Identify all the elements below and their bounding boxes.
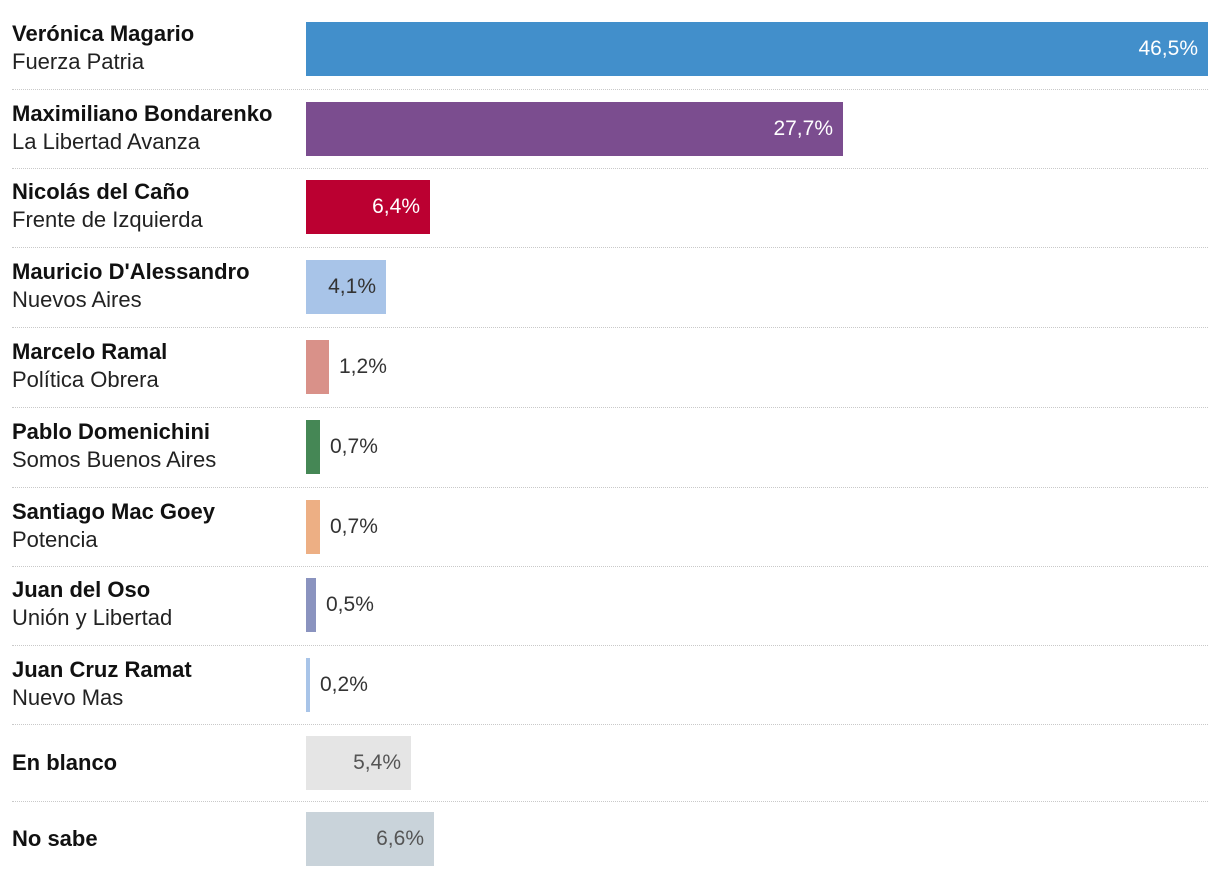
- bar: [306, 102, 843, 156]
- party-name: Fuerza Patria: [12, 49, 145, 74]
- value-label: 1,2%: [339, 355, 387, 378]
- party-name: Unión y Libertad: [12, 605, 173, 630]
- value-label: 4,1%: [328, 275, 376, 298]
- bar: [306, 22, 1208, 76]
- candidate-name: En blanco: [12, 750, 118, 775]
- bar: [306, 420, 320, 474]
- row-separator: [12, 645, 1208, 646]
- bar: [306, 260, 386, 314]
- row-separator: [12, 487, 1208, 488]
- bar: [306, 500, 320, 554]
- party-name: Nuevos Aires: [12, 287, 142, 312]
- row-separator: [12, 327, 1208, 328]
- value-label: 0,2%: [320, 673, 368, 696]
- candidate-name: Nicolás del Caño: [12, 179, 190, 204]
- row-separator: [12, 724, 1208, 725]
- candidate-name: Mauricio D'Alessandro: [12, 259, 250, 284]
- party-name: Somos Buenos Aires: [12, 447, 217, 472]
- value-label: 0,5%: [326, 593, 374, 616]
- value-label: 0,7%: [330, 515, 378, 538]
- bar: [306, 578, 316, 632]
- candidate-name: No sabe: [12, 826, 98, 851]
- party-name: Potencia: [12, 527, 98, 552]
- candidate-name: Santiago Mac Goey: [12, 499, 215, 524]
- party-name: Frente de Izquierda: [12, 207, 203, 232]
- row-separator: [12, 566, 1208, 567]
- bar: [306, 736, 411, 790]
- value-label: 0,7%: [330, 435, 378, 458]
- candidate-name: Maximiliano Bondarenko: [12, 101, 273, 126]
- bar: [306, 812, 434, 866]
- row-separator: [12, 407, 1208, 408]
- value-label: 27,7%: [773, 117, 833, 140]
- candidate-name: Marcelo Ramal: [12, 339, 168, 364]
- candidate-name: Pablo Domenichini: [12, 419, 211, 444]
- party-name: La Libertad Avanza: [12, 129, 200, 154]
- value-label: 6,4%: [372, 195, 420, 218]
- party-name: Nuevo Mas: [12, 685, 124, 710]
- row-separator: [12, 89, 1208, 90]
- value-label: 46,5%: [1138, 37, 1198, 60]
- candidate-name: Juan Cruz Ramat: [12, 657, 192, 682]
- value-label: 6,6%: [376, 827, 424, 850]
- row-separator: [12, 168, 1208, 169]
- row-separator: [12, 801, 1208, 802]
- bar: [306, 180, 430, 234]
- row-separator: [12, 247, 1208, 248]
- candidate-name: Verónica Magario: [12, 21, 195, 46]
- candidate-name: Juan del Oso: [12, 577, 151, 602]
- bar: [306, 340, 329, 394]
- bar: [306, 658, 310, 712]
- value-label: 5,4%: [353, 751, 401, 774]
- party-name: Política Obrera: [12, 367, 159, 392]
